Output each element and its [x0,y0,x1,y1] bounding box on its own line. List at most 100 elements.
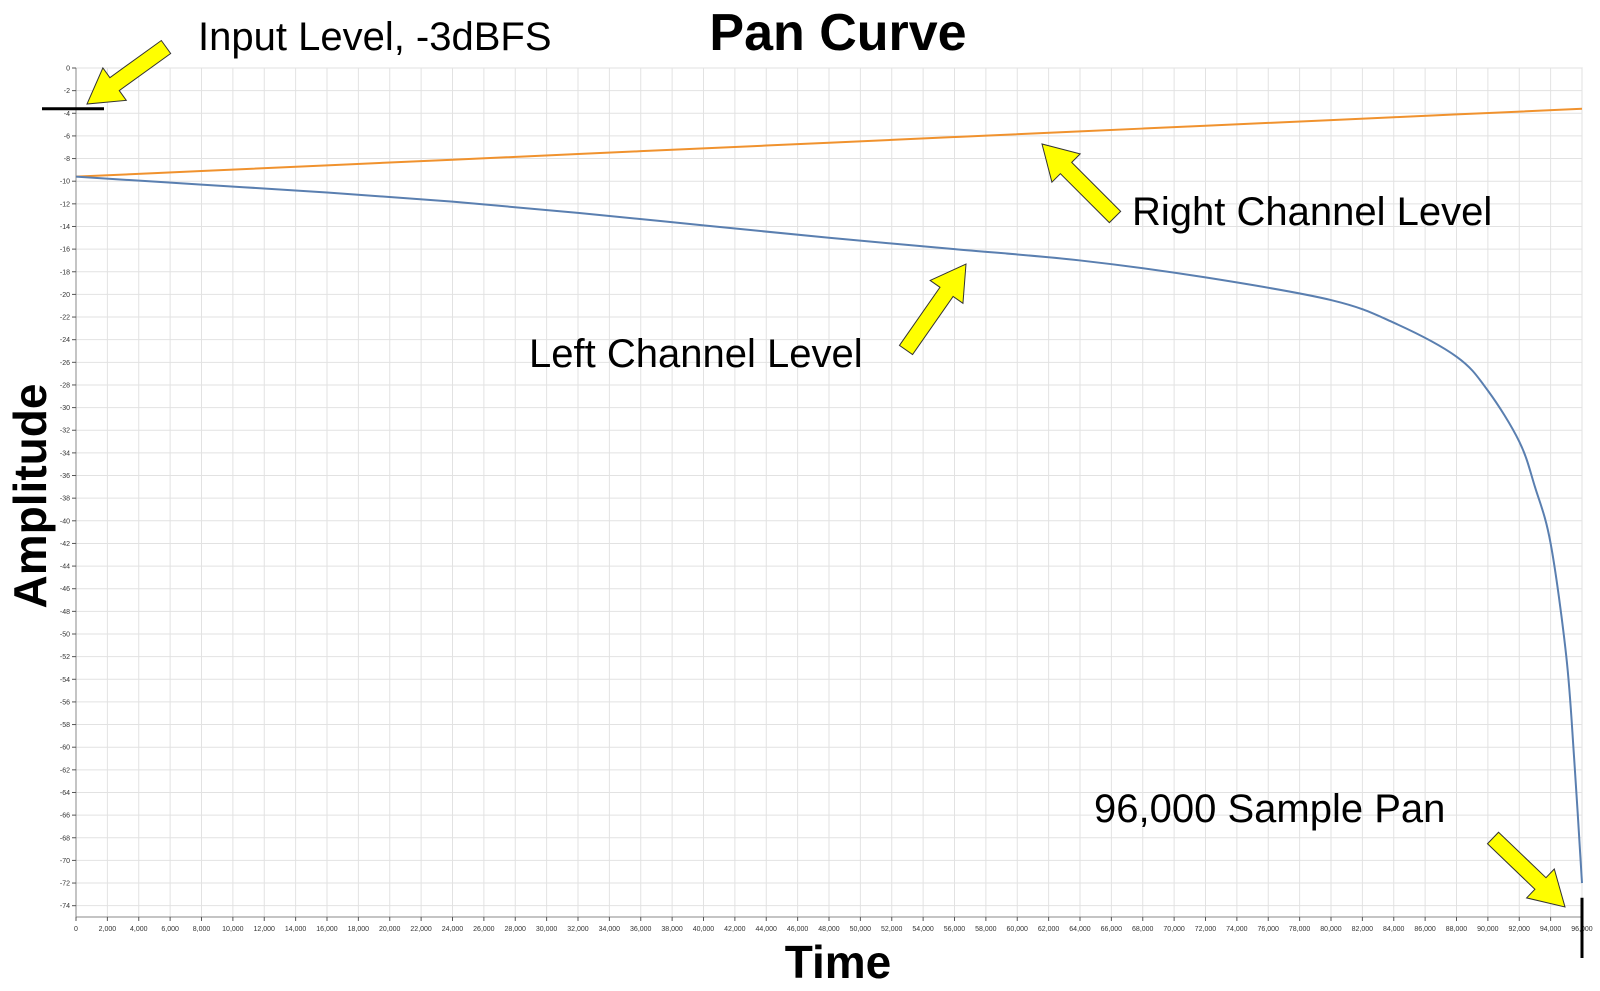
y-tick-label: -64 [60,790,70,797]
arrow-sample-pan [1486,831,1566,908]
x-tick-label: 22,000 [410,926,432,933]
y-tick-label: -58 [60,722,70,729]
chart-title: Pan Curve [709,4,966,62]
y-tick-label: -52 [60,654,70,661]
y-tick-label: -12 [60,201,70,208]
x-tick-label: 68,000 [1132,926,1154,933]
x-tick-label: 8,000 [193,926,211,933]
x-tick-label: 72,000 [1195,926,1217,933]
y-tick-label: -46 [60,586,70,593]
x-tick-label: 12,000 [254,926,276,933]
x-tick-label: 76,000 [1258,926,1280,933]
y-tick-label: -6 [64,133,70,140]
x-tick-label: 24,000 [442,926,464,933]
x-tick-label: 6,000 [161,926,179,933]
y-tick-label: -62 [60,767,70,774]
arrow-sample-pan-shape [1486,831,1566,908]
x-tick-label: 16,000 [316,926,338,933]
x-tick-label: 18,000 [348,926,370,933]
y-tick-label: -34 [60,450,70,457]
y-tick-label: -24 [60,337,70,344]
y-tick-label: -74 [60,903,70,910]
x-tick-label: 56,000 [944,926,966,933]
x-tick-label: 14,000 [285,926,307,933]
x-tick-label: 26,000 [473,926,495,933]
y-tick-label: -18 [60,269,70,276]
y-tick-label: -44 [60,564,70,571]
y-tick-label: -72 [60,881,70,888]
y-tick-label: -50 [60,632,70,639]
x-tick-label: 38,000 [661,926,683,933]
y-tick-label: -54 [60,677,70,684]
y-tick-label: -56 [60,699,70,706]
y-tick-label: -40 [60,518,70,525]
series-lines [75,107,1583,884]
arrow-left-channel-shape [898,263,967,356]
annotation-left-channel: Left Channel Level [529,332,863,376]
annotation-input-level: Input Level, -3dBFS [198,15,552,59]
x-tick-label: 52,000 [881,926,903,933]
x-tick-label: 70,000 [1163,926,1185,933]
arrow-input-level-shape [86,39,172,105]
x-tick-label: 78,000 [1289,926,1311,933]
x-tick-label: 46,000 [787,926,809,933]
x-tick-label: 74,000 [1226,926,1248,933]
x-tick-label: 30,000 [536,926,558,933]
x-tick-label: 66,000 [1101,926,1123,933]
y-tick-label: -36 [60,473,70,480]
x-tick-label: 58,000 [975,926,997,933]
x-tick-label: 34,000 [599,926,621,933]
y-tick-label: -66 [60,813,70,820]
x-tick-label: 44,000 [756,926,778,933]
y-tick-label: -28 [60,382,70,389]
x-tick-label: 60,000 [1007,926,1029,933]
markers [42,107,1584,958]
x-tick-label: 20,000 [379,926,401,933]
x-tick-label: 90,000 [1477,926,1499,933]
y-tick-label: -26 [60,360,70,367]
annotation-right-channel: Right Channel Level [1132,190,1492,234]
y-tick-label: 0 [66,66,70,73]
x-tick-label: 54,000 [912,926,934,933]
series-line-left [75,175,1583,884]
x-tick-label: 64,000 [1069,926,1091,933]
y-tick-label: -8 [64,156,70,163]
series-line-right [75,107,1583,178]
y-tick-label: -70 [60,858,70,865]
y-axis-ticks: 0 -2 -4 -6 -8 -10 -12 -14 -16 -18 -20 -22 -24 -26 -28 -… [60,66,76,910]
y-tick-label: -68 [60,835,70,842]
y-axis-label: Amplitude [4,384,56,609]
arrow-input-level [86,39,172,105]
x-tick-label: 50,000 [850,926,872,933]
x-tick-label: 88,000 [1446,926,1468,933]
x-tick-label: 42,000 [724,926,746,933]
y-tick-label: -20 [60,292,70,299]
x-tick-label: 2,000 [99,926,117,933]
x-tick-label: 0 [74,926,78,933]
x-axis-ticks: 0 2,000 4,000 6,000 8,000 10,000 12,000 14,000 1… [74,917,1593,933]
y-tick-label: -10 [60,179,70,186]
x-tick-label: 28,000 [505,926,527,933]
arrows [86,39,1566,908]
x-tick-label: 80,000 [1320,926,1342,933]
y-tick-label: -16 [60,247,70,254]
arrow-right-channel [1041,143,1122,224]
grid [75,67,1583,918]
x-tick-label: 48,000 [818,926,840,933]
y-tick-label: -14 [60,224,70,231]
y-tick-label: -22 [60,315,70,322]
annotation-sample-pan: 96,000 Sample Pan [1094,787,1445,831]
x-tick-label: 82,000 [1352,926,1374,933]
x-tick-label: 40,000 [693,926,715,933]
x-tick-label: 36,000 [630,926,652,933]
x-tick-label: 84,000 [1383,926,1405,933]
y-tick-label: -2 [64,88,70,95]
y-tick-label: -60 [60,745,70,752]
y-tick-label: -42 [60,541,70,548]
y-tick-label: -38 [60,496,70,503]
x-tick-label: 10,000 [222,926,244,933]
x-tick-label: 62,000 [1038,926,1060,933]
x-axis-label: Time [785,936,892,988]
x-tick-label: 92,000 [1509,926,1531,933]
